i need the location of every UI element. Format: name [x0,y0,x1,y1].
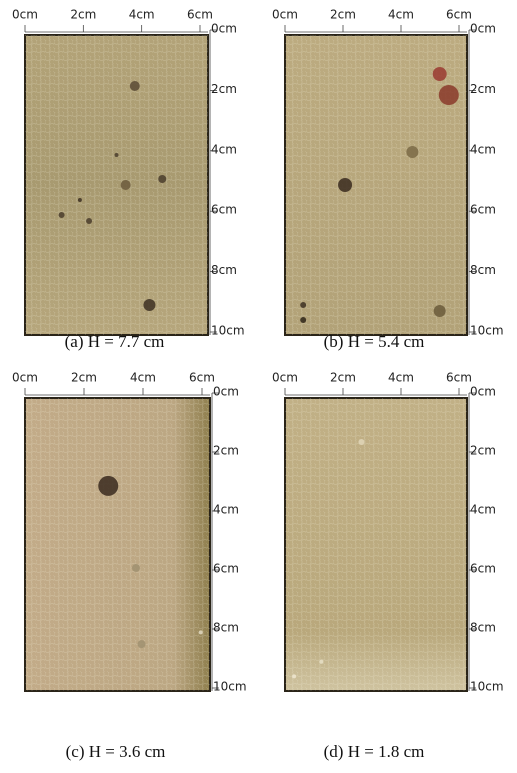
x-scale-label: 2cm [71,371,97,385]
spot [132,564,140,572]
photo-texture [285,398,467,691]
x-scale-label: 4cm [388,371,414,385]
spot [98,476,118,496]
y-scale-label: 0cm [470,385,496,399]
x-scale-label: 0cm [12,8,38,22]
spot [86,218,92,224]
x-scale-label: 4cm [130,371,156,385]
spot [433,67,447,81]
spot [300,302,306,308]
spot [434,305,446,317]
spot [406,146,418,158]
y-scale-label: 8cm [470,263,496,277]
spot [59,212,65,218]
spot [439,85,459,105]
x-scale-label: 2cm [70,8,96,22]
y-scale-label: 2cm [470,82,496,96]
spot [300,317,306,323]
spot [292,674,296,678]
x-scale-label: 6cm [189,371,215,385]
spot [115,153,119,157]
y-scale-label: 4cm [213,503,239,517]
y-scale-label: 0cm [213,385,239,399]
spot [199,630,203,634]
caption: (d) H = 1.8 cm [324,742,425,761]
y-scale-label: 6cm [470,203,496,217]
spot [158,175,166,183]
caption: (c) H = 3.6 cm [66,742,166,761]
photo-texture [25,35,208,335]
spot [138,640,146,648]
x-scale-label: 0cm [12,371,38,385]
x-scale-label: 6cm [187,8,213,22]
x-scale-label: 4cm [388,8,414,22]
spot [319,660,323,664]
x-scale-label: 4cm [129,8,155,22]
x-scale-label: 6cm [446,8,472,22]
y-scale-label: 2cm [211,82,237,96]
y-scale-label: 4cm [211,142,237,156]
y-scale-label: 0cm [211,22,237,36]
spot [358,439,364,445]
spot [130,81,140,91]
y-scale-label: 0cm [470,22,496,36]
spot [78,198,82,202]
y-scale-label: 10cm [470,324,504,338]
y-scale-label: 6cm [211,203,237,217]
y-scale-label: 10cm [470,680,504,694]
x-scale-label: 6cm [446,371,472,385]
x-scale-label: 0cm [272,371,298,385]
spot [338,178,352,192]
y-scale-label: 6cm [213,562,239,576]
y-scale-label: 10cm [211,324,245,338]
spot [121,180,131,190]
figure: 0cm2cm4cm6cm0cm2cm4cm6cm8cm10cm(a) H = 7… [0,0,517,773]
x-scale-label: 0cm [272,8,298,22]
y-scale-label: 8cm [213,621,239,635]
y-scale-label: 2cm [213,444,239,458]
y-scale-label: 4cm [470,142,496,156]
y-scale-label: 6cm [470,562,496,576]
y-scale-label: 10cm [213,680,247,694]
x-scale-label: 2cm [330,8,356,22]
caption: (a) H = 7.7 cm [65,332,165,351]
y-scale-label: 8cm [211,263,237,277]
y-scale-label: 4cm [470,503,496,517]
caption: (b) H = 5.4 cm [324,332,425,351]
spot [143,299,155,311]
x-scale-label: 2cm [330,371,356,385]
y-scale-label: 8cm [470,621,496,635]
photo-texture [25,398,210,691]
y-scale-label: 2cm [470,444,496,458]
